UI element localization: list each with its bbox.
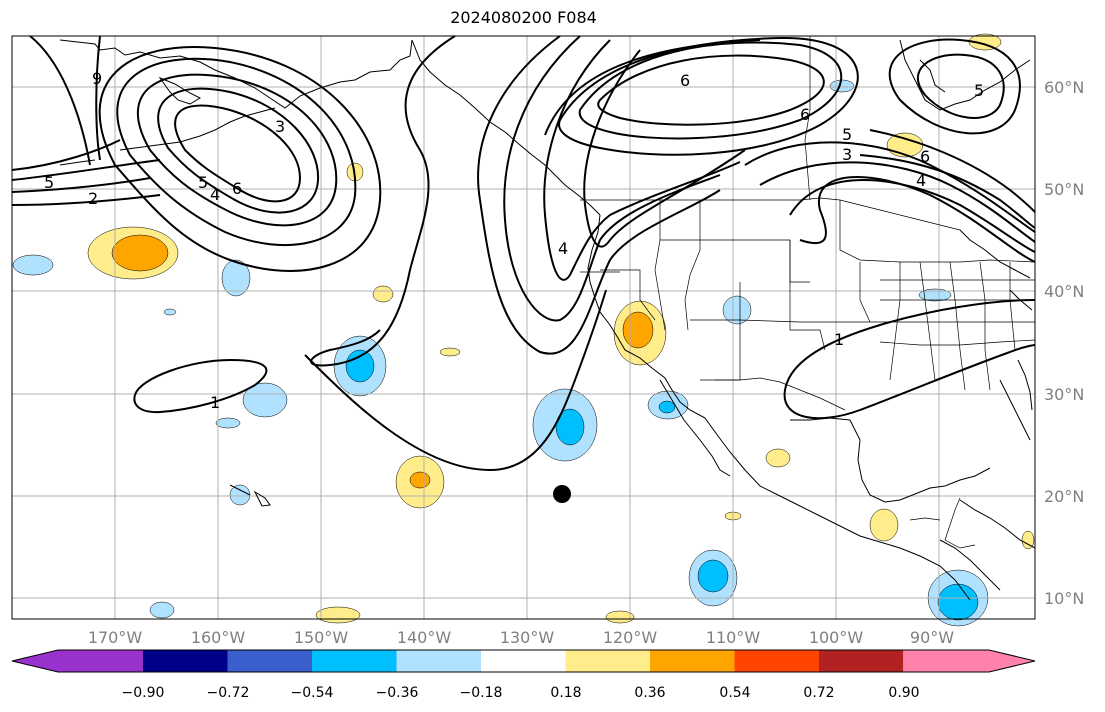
contour-label: 3 bbox=[842, 145, 852, 164]
map-title: 2024080200 F084 bbox=[450, 8, 597, 27]
longitude-label: 130°W bbox=[500, 628, 555, 647]
negative-anomaly-area bbox=[937, 583, 979, 621]
negative-anomaly-area bbox=[229, 484, 251, 506]
contour-label: 4 bbox=[916, 171, 926, 190]
longitude-label: 170°W bbox=[88, 628, 143, 647]
contour-label: 5 bbox=[198, 173, 208, 192]
colorbar-segment bbox=[565, 650, 650, 672]
longitude-label: 100°W bbox=[809, 628, 864, 647]
negative-anomaly-area bbox=[221, 259, 251, 297]
latitude-label: 10°N bbox=[1044, 589, 1084, 608]
positive-anomaly-area bbox=[605, 610, 635, 624]
contour-label: 9 bbox=[92, 69, 102, 88]
negative-anomaly-area bbox=[149, 601, 175, 619]
longitude-label: 110°W bbox=[706, 628, 761, 647]
longitude-label: 90°W bbox=[910, 628, 954, 647]
latitude-label: 50°N bbox=[1044, 180, 1084, 199]
negative-anomaly-area bbox=[12, 254, 54, 276]
colorbar-segment bbox=[312, 650, 397, 672]
contour-label: 6 bbox=[920, 147, 930, 166]
negative-anomaly-area bbox=[555, 408, 585, 446]
negative-anomaly-area bbox=[918, 288, 952, 302]
contour-label: 2 bbox=[88, 189, 98, 208]
negative-anomaly-area bbox=[697, 559, 729, 593]
contour-label: 5 bbox=[44, 173, 54, 192]
colorbar-tick-label: 0.18 bbox=[550, 685, 581, 701]
colorbar-segment bbox=[734, 650, 819, 672]
colorbar-tick-label: −0.18 bbox=[460, 685, 503, 701]
storm-center-marker bbox=[553, 485, 571, 503]
negative-anomaly-area bbox=[163, 308, 177, 316]
graticule bbox=[12, 36, 1035, 619]
colorbar-tick-label: −0.72 bbox=[207, 685, 250, 701]
positive-anomaly-area bbox=[765, 448, 791, 468]
colorbar-tick-label: 0.36 bbox=[634, 685, 665, 701]
latitude-label: 30°N bbox=[1044, 385, 1084, 404]
positive-anomaly-area bbox=[622, 311, 654, 349]
latitude-label: 60°N bbox=[1044, 78, 1084, 97]
colorbar-tick-label: 0.72 bbox=[803, 685, 834, 701]
positive-anomaly-area bbox=[315, 606, 361, 624]
colorbar-tick-label: −0.54 bbox=[291, 685, 334, 701]
negative-anomaly-area bbox=[345, 349, 375, 383]
negative-anomaly-area bbox=[658, 400, 676, 414]
colorbar-segment bbox=[650, 650, 735, 672]
longitude-labels: 170°W 160°W 150°W 140°W 130°W 120°W 110°… bbox=[88, 628, 954, 647]
colorbar-tick-label: −0.36 bbox=[376, 685, 419, 701]
contour-label: 4 bbox=[210, 185, 220, 204]
colorbar-segment bbox=[143, 650, 228, 672]
latitude-labels: 60°N 50°N 40°N 30°N 20°N 10°N bbox=[1044, 78, 1084, 608]
contour-label-group: 9 3 5 2 6 4 5 1 4 6 6 5 3 6 4 5 1 bbox=[44, 69, 984, 412]
colorbar-segment bbox=[227, 650, 312, 672]
colorbar-extend-low bbox=[12, 650, 58, 672]
colorbar-segment bbox=[819, 650, 904, 672]
colorbar-tick-label: −0.90 bbox=[122, 685, 165, 701]
colorbar-tick-labels: −0.90 −0.72 −0.54 −0.36 −0.18 0.18 0.36 … bbox=[122, 685, 920, 701]
positive-anomaly-area bbox=[886, 132, 924, 158]
contour-label: 5 bbox=[842, 125, 852, 144]
height-contours bbox=[11, 35, 1036, 472]
contour-label: 4 bbox=[558, 239, 568, 258]
contour-label: 3 bbox=[275, 117, 285, 136]
coastlines bbox=[59, 39, 1036, 601]
map-frame bbox=[11, 35, 1036, 620]
longitude-label: 140°W bbox=[397, 628, 452, 647]
negative-anomaly-area bbox=[215, 417, 241, 429]
colorbar-tick-label: 0.54 bbox=[719, 685, 750, 701]
longitude-label: 120°W bbox=[603, 628, 658, 647]
anomaly-shading bbox=[12, 33, 1035, 627]
positive-anomaly-area bbox=[439, 347, 461, 357]
longitude-label: 160°W bbox=[191, 628, 246, 647]
negative-anomaly-area bbox=[242, 382, 288, 418]
contour-label: 5 bbox=[974, 81, 984, 100]
positive-anomaly-area bbox=[409, 471, 431, 489]
colorbar-tick-label: 0.90 bbox=[888, 685, 919, 701]
positive-anomaly-area bbox=[1021, 530, 1035, 550]
negative-anomaly-area bbox=[829, 79, 855, 93]
colorbar-outline bbox=[11, 649, 1036, 673]
map-frame-bg bbox=[12, 36, 1035, 619]
contour-label: 1 bbox=[834, 330, 844, 349]
colorbar-segment bbox=[904, 650, 989, 672]
positive-anomaly-area bbox=[372, 285, 394, 303]
colorbar-extend-high bbox=[989, 650, 1035, 672]
contour-label: 6 bbox=[680, 71, 690, 90]
contour-label: 1 bbox=[210, 393, 220, 412]
colorbar-segment bbox=[396, 650, 481, 672]
contour-label: 6 bbox=[800, 105, 810, 124]
negative-anomaly-area bbox=[722, 295, 752, 325]
contour-label: 6 bbox=[232, 179, 242, 198]
longitude-label: 150°W bbox=[294, 628, 349, 647]
colorbar bbox=[11, 649, 1036, 673]
colorbar-segment bbox=[481, 650, 566, 672]
positive-anomaly-area bbox=[111, 234, 169, 272]
positive-anomaly-area bbox=[869, 508, 899, 542]
latitude-label: 20°N bbox=[1044, 487, 1084, 506]
colorbar-segment bbox=[58, 650, 143, 672]
latitude-label: 40°N bbox=[1044, 282, 1084, 301]
